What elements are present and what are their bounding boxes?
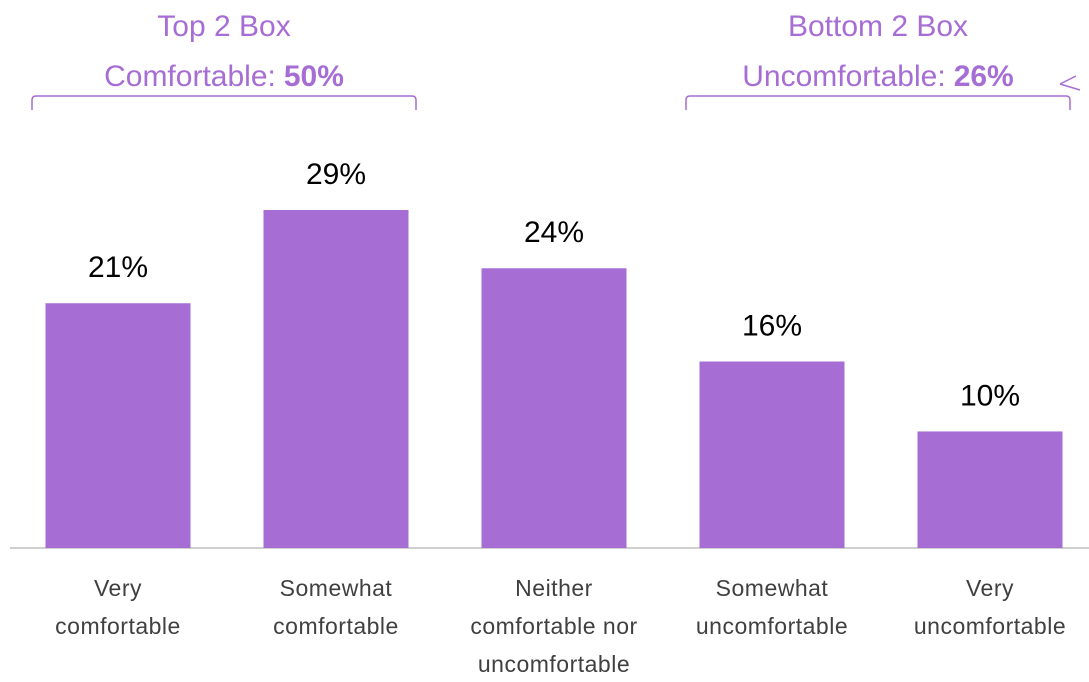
x-tick-label: Very xyxy=(966,575,1014,601)
annotation-title: Top 2 Box xyxy=(157,10,290,43)
value-label: 21% xyxy=(88,251,148,284)
annotation-text: Uncomfortable: 26% xyxy=(742,60,1013,93)
value-label: 29% xyxy=(306,158,366,191)
value-label: 16% xyxy=(742,309,802,342)
annotation-text: Comfortable: 50% xyxy=(104,60,344,93)
bar xyxy=(263,210,409,548)
annotation-value: 26% xyxy=(954,60,1014,93)
x-tick-label: uncomfortable xyxy=(478,651,630,677)
x-tick-label: Somewhat xyxy=(716,575,829,601)
arrow xyxy=(1059,75,1081,91)
x-tick-label: uncomfortable xyxy=(696,613,848,639)
x-tick-label: Neither xyxy=(515,575,593,601)
x-tick-label: comfortable xyxy=(273,613,399,639)
bar xyxy=(699,361,845,548)
x-tick-label: Somewhat xyxy=(280,575,393,601)
annotation-label: Comfortable: xyxy=(104,60,276,93)
annotation-value: 50% xyxy=(284,60,344,93)
annotation-label: Uncomfortable: xyxy=(742,60,945,93)
bar xyxy=(45,303,191,548)
bar xyxy=(917,431,1063,548)
bar xyxy=(481,268,627,548)
x-tick-label: comfortable xyxy=(55,613,181,639)
value-label: 24% xyxy=(524,216,584,249)
x-tick-label: Very xyxy=(94,575,142,601)
x-tick-label: uncomfortable xyxy=(914,613,1066,639)
bracket xyxy=(31,95,417,110)
x-tick-label: comfortable nor xyxy=(470,613,637,639)
annotation-title: Bottom 2 Box xyxy=(788,10,968,43)
value-label: 10% xyxy=(960,379,1020,412)
bracket xyxy=(685,95,1071,110)
